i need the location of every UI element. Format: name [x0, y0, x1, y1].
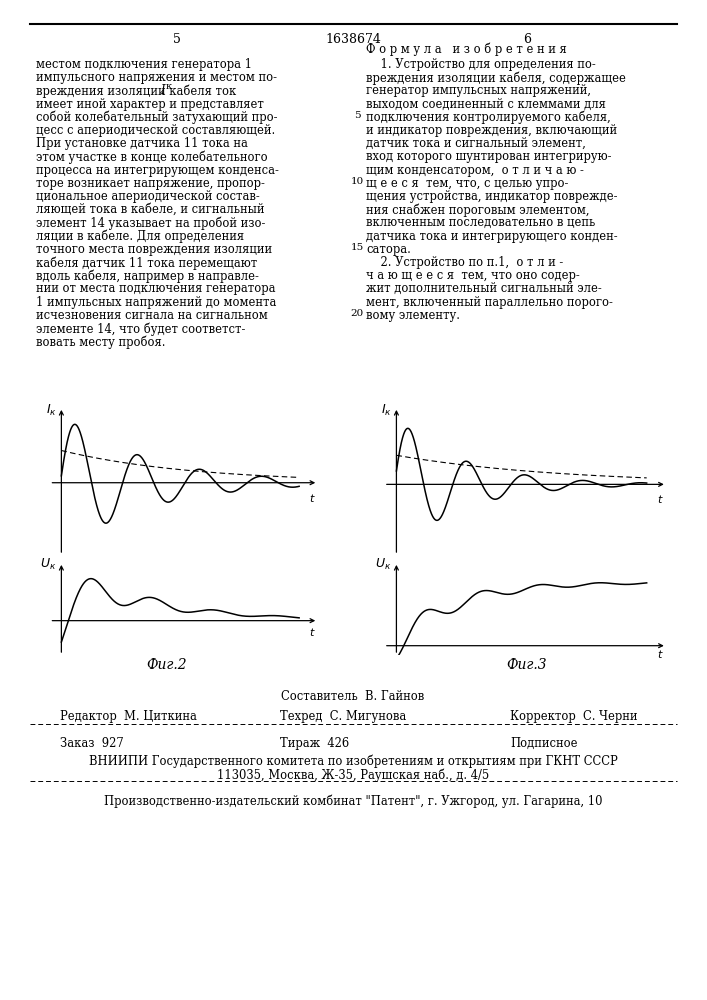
Text: вовать месту пробоя.: вовать месту пробоя. [36, 335, 165, 349]
Text: Фиг.2: Фиг.2 [146, 658, 187, 672]
Text: ВНИИПИ Государственного комитета по изобретениям и открытиям при ГКНТ СССР: ВНИИПИ Государственного комитета по изоб… [88, 755, 617, 768]
Text: $t$: $t$ [309, 492, 315, 504]
Text: выходом соединенный с клеммами для: выходом соединенный с клеммами для [366, 98, 606, 111]
Text: 1. Устройство для определения по-: 1. Устройство для определения по- [366, 58, 596, 71]
Text: 15: 15 [351, 243, 363, 252]
Text: 2. Устройство по п.1,  о т л и -: 2. Устройство по п.1, о т л и - [366, 256, 563, 269]
Text: к: к [166, 82, 173, 91]
Text: Производственно-издательский комбинат "Патент", г. Ужгород, ул. Гагарина, 10: Производственно-издательский комбинат "П… [104, 794, 602, 808]
Text: и индикатор повреждения, включающий: и индикатор повреждения, включающий [366, 124, 617, 137]
Text: вому элементу.: вому элементу. [366, 309, 460, 322]
Text: 6: 6 [523, 33, 531, 46]
Text: торе возникает напряжение, пропор-: торе возникает напряжение, пропор- [36, 177, 265, 190]
Text: 5: 5 [354, 111, 361, 120]
Text: 113035, Москва, Ж-35, Раушская наб., д. 4/5: 113035, Москва, Ж-35, Раушская наб., д. … [217, 768, 489, 782]
Text: собой колебательный затухающий про-: собой колебательный затухающий про- [36, 111, 278, 124]
Text: $I_к$: $I_к$ [46, 403, 57, 418]
Text: подключения контролируемого кабеля,: подключения контролируемого кабеля, [366, 111, 611, 124]
Text: Ф о р м у л а   и з о б р е т е н и я: Ф о р м у л а и з о б р е т е н и я [366, 43, 567, 56]
Text: щ е е с я  тем, что, с целью упро-: щ е е с я тем, что, с целью упро- [366, 177, 568, 190]
Text: 1638674: 1638674 [325, 33, 381, 46]
Text: 10: 10 [351, 177, 363, 186]
Text: 5: 5 [173, 33, 181, 46]
Text: $t$: $t$ [657, 648, 664, 660]
Text: точного места повреждения изоляции: точного места повреждения изоляции [36, 243, 272, 256]
Text: вреждения изоляции кабеля ток: вреждения изоляции кабеля ток [36, 84, 240, 98]
Text: включенным последовательно в цепь: включенным последовательно в цепь [366, 216, 595, 229]
Text: мент, включенный параллельно порого-: мент, включенный параллельно порого- [366, 296, 613, 309]
Text: Заказ  927: Заказ 927 [60, 737, 124, 750]
Text: кабеля датчик 11 тока перемещают: кабеля датчик 11 тока перемещают [36, 256, 257, 269]
Text: датчика тока и интегрирующего конден-: датчика тока и интегрирующего конден- [366, 230, 618, 243]
Text: процесса на интегрирующем конденса-: процесса на интегрирующем конденса- [36, 164, 279, 177]
Text: Корректор  С. Черни: Корректор С. Черни [510, 710, 638, 723]
Text: $U_к$: $U_к$ [40, 557, 57, 572]
Text: нии от места подключения генератора: нии от места подключения генератора [36, 282, 276, 295]
Text: сатора.: сатора. [366, 243, 411, 256]
Text: вреждения изоляции кабеля, содержащее: вреждения изоляции кабеля, содержащее [366, 71, 626, 85]
Text: этом участке в конце колебательного: этом участке в конце колебательного [36, 150, 268, 164]
Text: Подписное: Подписное [510, 737, 578, 750]
Text: элементе 14, что будет соответст-: элементе 14, что будет соответст- [36, 322, 245, 336]
Text: Фиг.3: Фиг.3 [507, 658, 547, 672]
Text: щим конденсатором,  о т л и ч а ю -: щим конденсатором, о т л и ч а ю - [366, 164, 584, 177]
Text: $t$: $t$ [657, 493, 664, 505]
Text: ния снабжен пороговым элементом,: ния снабжен пороговым элементом, [366, 203, 590, 217]
Text: элемент 14 указывает на пробой изо-: элемент 14 указывает на пробой изо- [36, 216, 265, 230]
Text: $t$: $t$ [309, 626, 315, 638]
Text: вдоль кабеля, например в направле-: вдоль кабеля, например в направле- [36, 269, 259, 283]
Text: $U_к$: $U_к$ [375, 557, 392, 572]
Text: генератор импульсных напряжений,: генератор импульсных напряжений, [366, 84, 591, 97]
Text: $I_к$: $I_к$ [380, 403, 392, 418]
Text: имеет иной характер и представляет: имеет иной характер и представляет [36, 98, 264, 111]
Text: вход которого шунтирован интегрирую-: вход которого шунтирован интегрирую- [366, 150, 612, 163]
Text: датчик тока и сигнальный элемент,: датчик тока и сигнальный элемент, [366, 137, 586, 150]
Text: Составитель  В. Гайнов: Составитель В. Гайнов [281, 690, 425, 703]
Text: Техред  С. Мигунова: Техред С. Мигунова [280, 710, 407, 723]
Text: местом подключения генератора 1: местом подключения генератора 1 [36, 58, 252, 71]
Text: импульсного напряжения и местом по-: импульсного напряжения и местом по- [36, 71, 277, 84]
Text: ч а ю щ е е с я  тем, что оно содер-: ч а ю щ е е с я тем, что оно содер- [366, 269, 580, 282]
Text: Редактор  М. Циткина: Редактор М. Циткина [60, 710, 197, 723]
Text: Тираж  426: Тираж 426 [280, 737, 349, 750]
Text: циональное апериодической состав-: циональное апериодической состав- [36, 190, 259, 203]
Text: жит дополнительный сигнальный эле-: жит дополнительный сигнальный эле- [366, 282, 602, 295]
Text: При установке датчика 11 тока на: При установке датчика 11 тока на [36, 137, 248, 150]
Text: 1 импульсных напряжений до момента: 1 импульсных напряжений до момента [36, 296, 276, 309]
Text: исчезновения сигнала на сигнальном: исчезновения сигнала на сигнальном [36, 309, 268, 322]
Text: ляющей тока в кабеле, и сигнальный: ляющей тока в кабеле, и сигнальный [36, 203, 264, 216]
Text: цесс с апериодической составляющей.: цесс с апериодической составляющей. [36, 124, 275, 137]
Text: 20: 20 [351, 309, 363, 318]
Text: щения устройства, индикатор поврежде-: щения устройства, индикатор поврежде- [366, 190, 617, 203]
Text: ляции в кабеле. Для определения: ляции в кабеле. Для определения [36, 230, 244, 243]
Text: I: I [160, 84, 165, 97]
